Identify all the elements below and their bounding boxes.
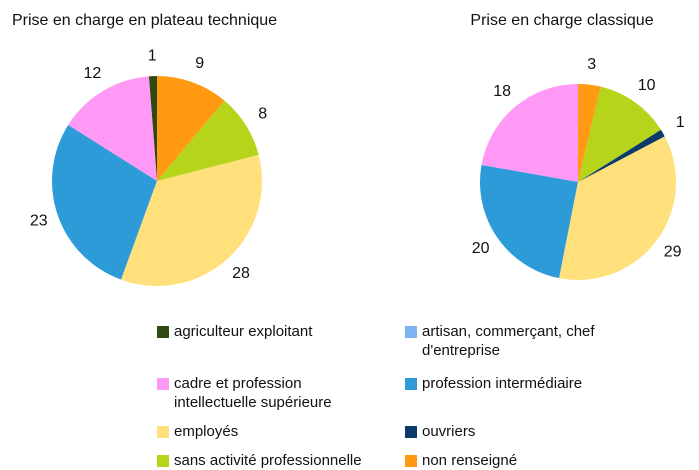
legend-label: agriculteur exploitant <box>174 323 313 340</box>
legend-label: cadre et profession intellectuelle supér… <box>174 375 332 411</box>
pie-slice <box>157 100 259 181</box>
data-label: 10 <box>638 77 656 94</box>
legend-swatch <box>157 378 169 390</box>
data-label: 9 <box>195 55 204 72</box>
data-label: 8 <box>258 106 267 123</box>
legend-label: ouvriers <box>422 423 476 440</box>
chart-title: Prise en charge en plateau technique <box>12 12 277 29</box>
pie-slice <box>157 76 225 181</box>
pie-slice <box>578 86 661 182</box>
pie-slice <box>68 76 157 181</box>
data-label: 20 <box>472 240 490 257</box>
legend-label: employés <box>174 423 239 440</box>
data-label: 29 <box>664 244 682 261</box>
legend-label: non renseigné <box>422 452 518 469</box>
data-label: 1 <box>676 114 685 131</box>
legend-swatch <box>405 326 417 338</box>
data-label: 28 <box>232 265 250 282</box>
data-label: 12 <box>84 65 102 82</box>
chart-title: Prise en charge classique <box>470 12 653 29</box>
legend-label: artisan, commerçant, chef d'entreprise <box>422 323 595 359</box>
data-label: 23 <box>30 213 48 230</box>
data-label: 3 <box>587 56 596 73</box>
data-label: 18 <box>493 83 511 100</box>
pie-slice <box>148 76 157 181</box>
legend-swatch <box>157 326 169 338</box>
legend-swatch <box>405 426 417 438</box>
legend-label: profession intermédiaire <box>422 375 583 392</box>
pie-slice <box>481 84 578 182</box>
pie-slice <box>559 136 677 280</box>
pie-slice <box>578 84 601 182</box>
pie-slice <box>52 125 157 280</box>
pie-slice <box>480 164 578 279</box>
pie-slice <box>578 129 665 182</box>
legend-swatch <box>405 455 417 467</box>
data-label: 1 <box>148 47 157 64</box>
legend-label: sans activité professionnelle <box>174 452 362 469</box>
legend-swatch <box>405 378 417 390</box>
pie-slice <box>121 154 262 286</box>
legend-swatch <box>157 455 169 467</box>
legend-swatch <box>157 426 169 438</box>
